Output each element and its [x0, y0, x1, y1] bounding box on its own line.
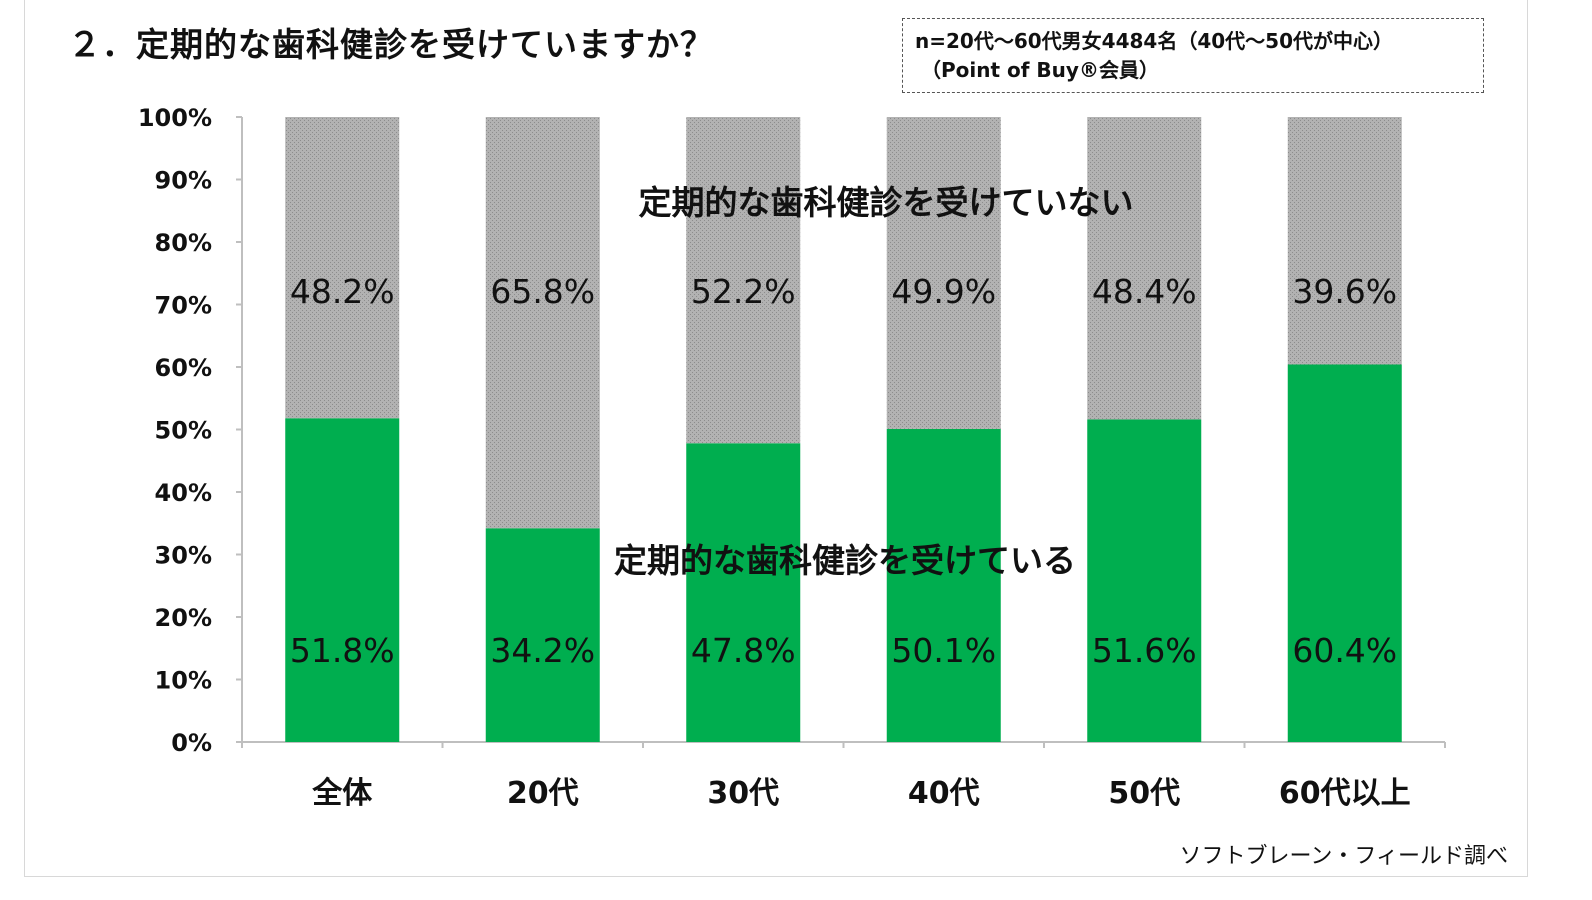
data-label-no: 65.8%: [490, 272, 595, 311]
page-title: ２．定期的な歯科健診を受けていますか？: [68, 25, 714, 64]
data-label-no: 39.6%: [1292, 272, 1397, 311]
x-tick-label: 30代: [707, 776, 779, 811]
data-label-yes: 47.8%: [691, 631, 796, 670]
bar-no: [1087, 117, 1202, 420]
bar-yes: [1087, 419, 1202, 742]
y-tick-label: 60%: [155, 354, 212, 382]
y-tick-label: 40%: [155, 479, 212, 507]
data-label-no: 49.9%: [891, 272, 996, 311]
data-label-no: 48.4%: [1092, 272, 1197, 311]
y-tick-label: 50%: [155, 417, 212, 445]
chart-frame: [24, 0, 1528, 877]
data-label-no: 48.2%: [290, 272, 395, 311]
series-label-no: 定期的な歯科健診を受けていない: [639, 183, 1134, 222]
bar-no: [485, 117, 600, 529]
data-label-yes: 51.8%: [290, 631, 395, 670]
bar-no: [886, 117, 1001, 429]
data-label-yes: 60.4%: [1292, 631, 1397, 670]
data-label-no: 52.2%: [691, 272, 796, 311]
x-tick-label: 50代: [1108, 776, 1180, 811]
bar-yes: [285, 418, 400, 742]
y-tick-label: 70%: [155, 292, 212, 320]
bar-no: [1287, 117, 1402, 365]
data-label-yes: 51.6%: [1092, 631, 1197, 670]
y-tick-label: 10%: [155, 667, 212, 695]
sample-note-box: n=20代～60代男女4484名（40代～50代が中心） （Point of B…: [902, 18, 1484, 93]
x-tick-label: 全体: [311, 776, 373, 811]
x-tick-label: 40代: [908, 776, 980, 811]
bar-yes: [886, 428, 1001, 742]
y-tick-label: 80%: [155, 229, 212, 257]
y-tick-label: 30%: [155, 542, 212, 570]
x-tick-label: 20代: [507, 776, 579, 811]
data-label-yes: 34.2%: [490, 631, 595, 670]
bar-yes: [686, 443, 801, 742]
sample-note-line2: （Point of Buy®会員）: [921, 58, 1159, 82]
bar-no: [285, 117, 400, 419]
y-tick-label: 0%: [171, 729, 212, 757]
bar-yes: [485, 528, 600, 742]
x-tick-label: 60代以上: [1279, 776, 1411, 811]
sample-note-line1: n=20代～60代男女4484名（40代～50代が中心）: [915, 29, 1393, 53]
bar-no: [686, 117, 801, 444]
bar-yes: [1287, 364, 1402, 742]
series-label-yes: 定期的な歯科健診を受けている: [614, 541, 1076, 580]
y-tick-label: 100%: [138, 104, 212, 132]
source-credit: ソフトブレーン・フィールド調べ: [1179, 844, 1508, 869]
y-tick-label: 90%: [155, 167, 212, 195]
data-label-yes: 50.1%: [891, 631, 996, 670]
y-tick-label: 20%: [155, 604, 212, 632]
